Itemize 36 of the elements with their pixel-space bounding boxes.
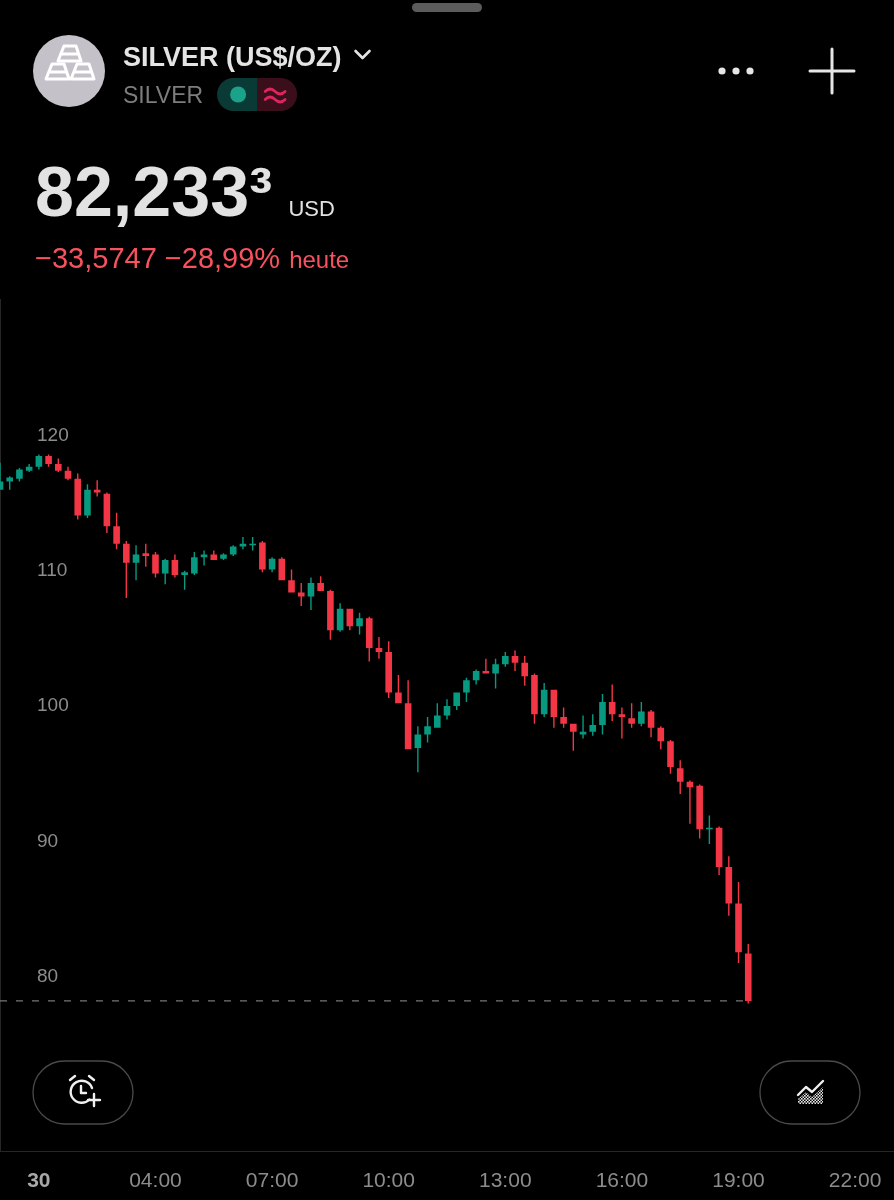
x-tick-label: 13:00 — [479, 1168, 532, 1192]
candlestick — [608, 684, 616, 721]
candlestick — [229, 545, 237, 556]
chart-subtitle: SILVER — [123, 82, 204, 108]
y-tick-label: 120 — [37, 423, 69, 445]
text: −33,5747 −28,99% — [35, 242, 281, 274]
x-tick-label: 16:00 — [595, 1168, 649, 1192]
y-tick-label: 80 — [37, 964, 59, 986]
text: heute — [289, 246, 350, 273]
x-tick-label: 22:00 — [828, 1168, 882, 1192]
x-tick-label: 19:00 — [712, 1168, 765, 1192]
candlestick — [93, 480, 101, 497]
candlestick — [482, 658, 490, 674]
candlestick — [297, 583, 305, 606]
candlestick — [16, 468, 23, 482]
candlestick — [200, 550, 208, 566]
y-tick-label: 100 — [37, 694, 69, 716]
candlestick — [618, 707, 626, 739]
text: USD — [288, 196, 335, 221]
candlestick — [132, 545, 140, 581]
x-tick-label: 30 — [27, 1168, 51, 1192]
candlestick — [375, 637, 383, 659]
candlestick — [579, 715, 587, 739]
chart-title: SILVER (US$/OZ) — [123, 42, 342, 72]
text: 82,233³ — [35, 153, 273, 231]
x-tick-label: 07:00 — [245, 1168, 299, 1192]
y-tick-label: 110 — [37, 559, 68, 581]
x-tick-label: 10:00 — [362, 1168, 415, 1192]
candlestick — [191, 551, 198, 575]
y-tick-label: 90 — [37, 829, 59, 851]
candlestick — [686, 780, 694, 824]
candlestick — [414, 726, 422, 773]
candlestick — [511, 650, 519, 671]
candlestick — [443, 699, 451, 720]
x-tick-label: 04:00 — [129, 1168, 182, 1192]
candlestick — [239, 537, 247, 550]
